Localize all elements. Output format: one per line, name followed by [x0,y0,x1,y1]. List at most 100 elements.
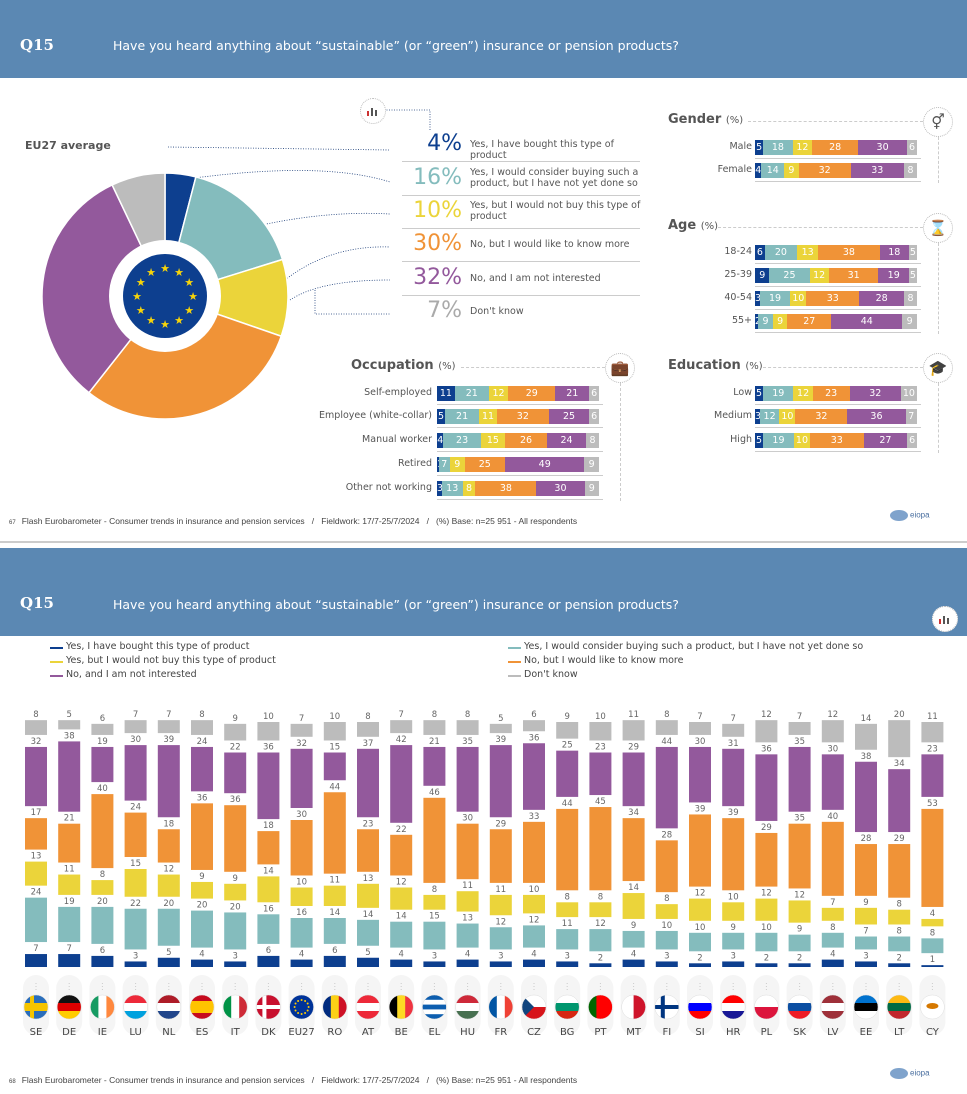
row-label: High [730,434,752,445]
bar-segment [323,722,346,741]
bar-segment [589,722,612,741]
flag-lt-icon [886,994,912,1020]
bar-segment [290,959,313,967]
pie-slice [87,295,283,420]
bar-segment [423,894,446,910]
country-label: ES [196,1027,209,1038]
bar-segment [556,902,579,918]
bar-segment [921,918,944,927]
bar-segment [689,932,711,952]
hourglass-icon: ⌛ [923,213,953,243]
legend-label: Yes, I have bought this type of product [66,641,250,652]
pie-chart: ★★★★★★★★★ ★ ★★ [41,172,289,420]
bar-segment [589,929,612,952]
bar-segment [124,720,147,734]
slide2-header: Q15 Have you heard anything about “susta… [0,548,967,636]
bar-segment: 14 [761,163,785,178]
data-label: 9 [564,712,569,722]
bar-segment [390,887,413,910]
data-label: 10 [761,923,772,933]
data-label: 30 [130,735,141,745]
bar-segment [191,881,213,899]
bar-segment [489,723,512,734]
bar-segment: 25 [548,409,590,424]
bar-SE: 7 24 13 17 32 8 [25,710,47,967]
flag-fi-icon [654,994,680,1020]
data-label: 44 [329,782,340,792]
bar-segment: 5 [755,386,764,401]
bar-EE: 3 7 9 28 38 14 [855,714,877,967]
bar-segment [456,746,479,812]
bar-segment [489,927,512,950]
bar-segment: 38 [818,245,880,260]
bar-segment [655,961,678,967]
country-label: NL [162,1027,175,1038]
data-label: 36 [263,743,274,753]
bar-segment: 9 [902,314,917,329]
bar-CY: 1 8 4 53 23 11 [921,712,944,967]
question-id: Q15 [20,36,54,54]
data-label: 39 [495,735,506,745]
data-label: 20 [197,901,208,911]
bar-segment [855,936,877,950]
data-label: 11 [64,865,75,875]
bar-segment [622,818,645,882]
bar-segment [124,908,147,950]
bar-segment [290,887,313,906]
row-divider [437,427,603,428]
bar-SI: 2 10 12 39 30 7 [689,712,711,967]
bar-segment: 8 [462,481,476,496]
bar-segment: 38 [475,481,537,496]
legend-item: Yes, I would consider buying such a prod… [508,641,863,652]
bar-segment [25,720,47,735]
data-label: 9 [232,874,237,884]
data-label: 16 [296,908,307,918]
flag-ro-icon [322,994,348,1020]
bar-segment: 33 [806,291,860,306]
data-label: 5 [66,710,71,720]
data-label: 10 [263,712,274,722]
bar-segment [224,723,247,741]
data-label: 12 [163,865,174,875]
legend-label: Don't know [524,669,578,680]
education-bar: 5 19 12 23 32 10 [755,386,917,401]
bar-segment: 9 [784,163,799,178]
bar-segment [821,932,844,948]
bar-segment [25,954,47,967]
bar-FR: 3 12 11 29 39 5 [489,714,512,967]
gender-bar: 5 18 12 28 30 6 [755,140,917,155]
country-label: AT [362,1027,375,1038]
flag-pt-icon [588,994,613,1020]
bar-segment [124,745,147,801]
occupation-bar: 17925499 [437,457,599,472]
bar-segment [821,821,844,896]
bar-segment: 11 [479,409,497,424]
data-label: 7 [863,927,868,937]
country-label: BE [395,1027,408,1038]
bar-segment [589,963,612,967]
bar-segment [357,829,379,872]
eiopa-logo: eiopa [890,510,930,521]
data-label: 40 [97,784,108,794]
data-label: 4 [199,950,204,960]
bar-DE: 7 19 11 21 38 5 [58,710,81,967]
svg-text:★: ★ [146,266,156,279]
bar-segment [257,722,280,741]
legend-label: Yes, I would consider buying such a prod… [524,641,864,652]
bar-segment [921,965,944,967]
graduation-cap-icon: 🎓 [923,353,953,383]
bar-segment: 1 [437,457,439,472]
bar-segment [655,930,678,950]
data-label: 39 [163,735,174,745]
row-label: 18-24 [724,246,752,257]
occupation-bar: 3 13 8 38 30 9 [437,481,599,496]
bar-segment [689,963,711,967]
bar-segment: 10 [900,386,917,401]
data-label: 2 [697,953,702,963]
legend-label: Don't know [470,306,524,317]
data-label: 7 [797,712,802,722]
bar-segment: 36 [847,409,906,424]
data-label: 36 [761,744,772,754]
bar-segment [224,883,247,901]
bar-segment: 49 [505,457,585,472]
